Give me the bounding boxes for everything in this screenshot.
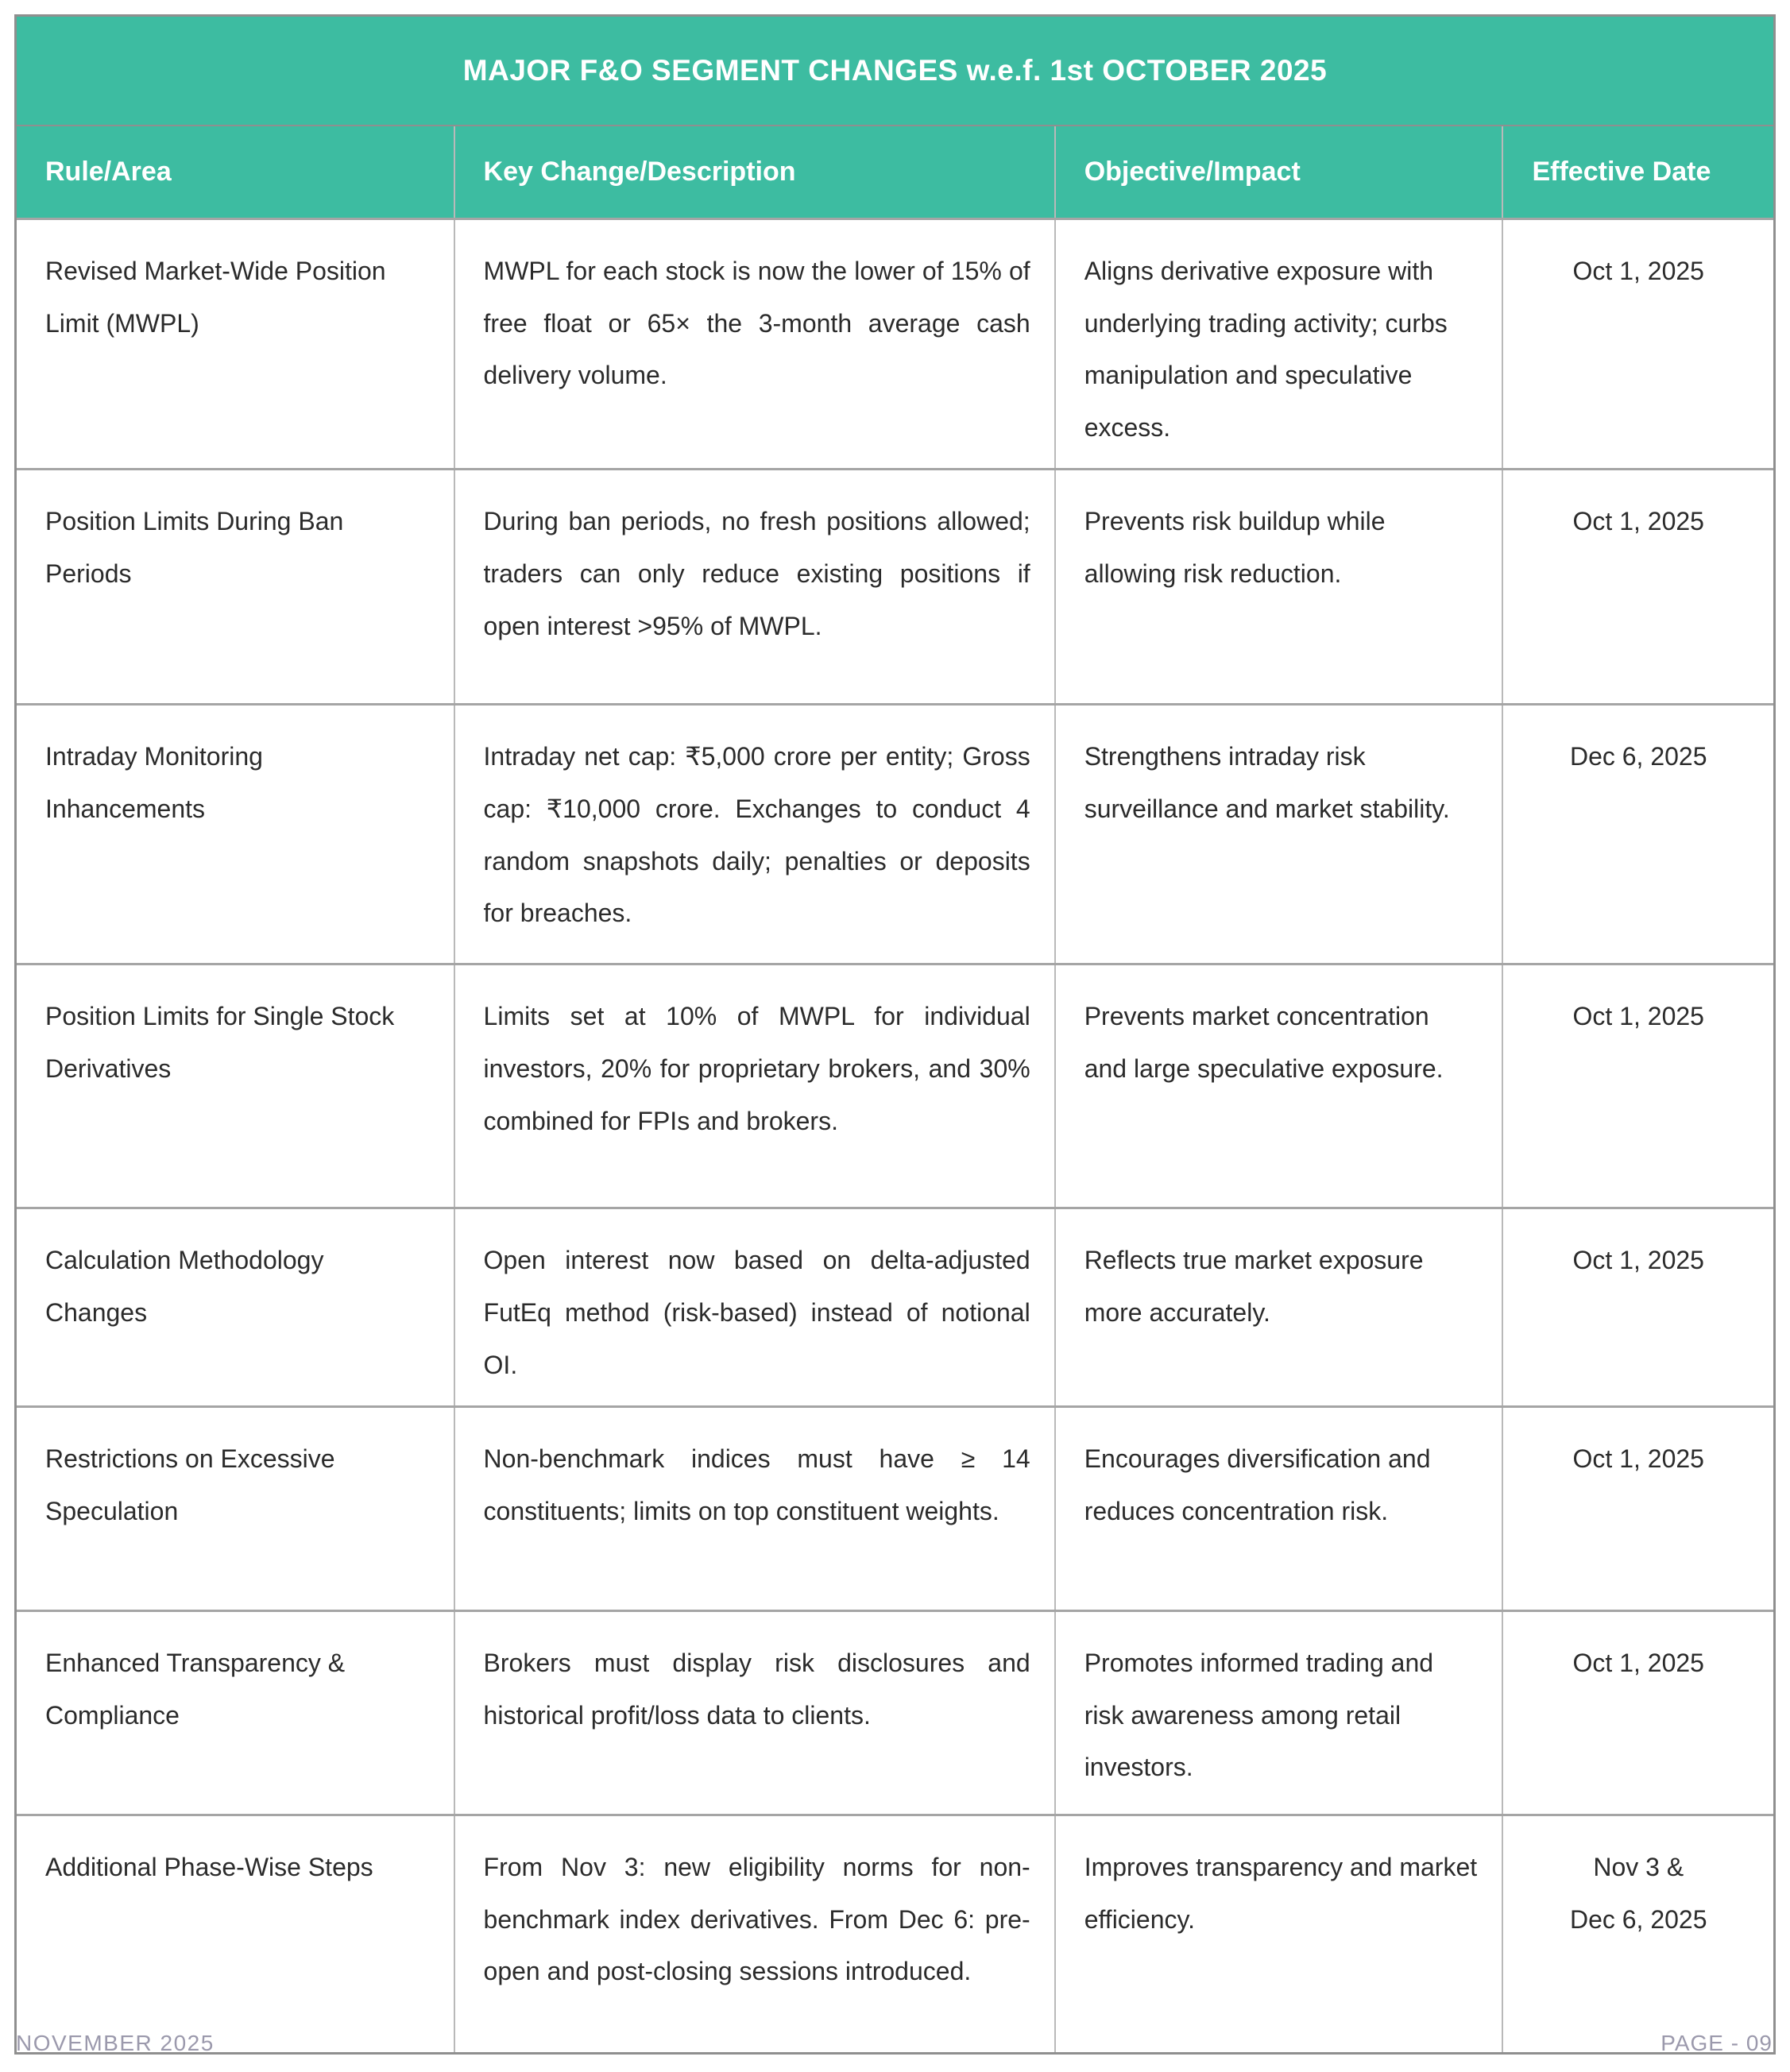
table-row: Calculation Methodology Changes Open int… — [17, 1207, 1773, 1407]
footer-issue-month: NOVEMBER 2025 — [16, 2031, 215, 2055]
cell-date: Oct 1, 2025 — [1502, 1405, 1773, 1611]
header-row: Rule/Area Key Change/Description Objecti… — [17, 126, 1773, 219]
column-header-objective-impact: Objective/Impact — [1054, 126, 1503, 219]
cell-change: Non-benchmark indices must have ≥ 14 con… — [453, 1405, 1055, 1611]
table-row: Enhanced Transparency & Compliance Broke… — [17, 1610, 1773, 1815]
cell-rule: Restrictions on Excessive Speculation — [17, 1405, 454, 1611]
cell-date: Oct 1, 2025 — [1502, 1207, 1773, 1407]
cell-rule: Position Limits During Ban Periods — [17, 468, 454, 705]
cell-rule: Position Limits for Single Stock Derivat… — [17, 963, 454, 1208]
cell-date: Oct 1, 2025 — [1502, 217, 1773, 470]
cell-date: Oct 1, 2025 — [1502, 1610, 1773, 1815]
cell-change: MWPL for each stock is now the lower of … — [453, 217, 1055, 470]
cell-date: Oct 1, 2025 — [1502, 468, 1773, 705]
page-footer: NOVEMBER 2025 PAGE - 09 — [16, 2031, 1773, 2056]
table-row: Additional Phase-Wise Steps From Nov 3: … — [17, 1814, 1773, 2052]
table-row: Position Limits During Ban Periods Durin… — [17, 468, 1773, 705]
table-row: Position Limits for Single Stock Derivat… — [17, 963, 1773, 1208]
cell-impact: Strengthens intraday risk surveillance a… — [1054, 703, 1503, 964]
table-row: Restrictions on Excessive Speculation No… — [17, 1405, 1773, 1611]
column-header-rule-area: Rule/Area — [17, 126, 454, 219]
fo-segment-changes-table: MAJOR F&O SEGMENT CHANGES w.e.f. 1st OCT… — [14, 14, 1776, 2055]
cell-date: Nov 3 & Dec 6, 2025 — [1502, 1814, 1773, 2052]
column-header-effective-date: Effective Date — [1502, 126, 1773, 219]
cell-impact: Improves transparency and market efficie… — [1054, 1814, 1503, 2052]
cell-change: Brokers must display risk disclosures an… — [453, 1610, 1055, 1815]
cell-rule: Calculation Methodology Changes — [17, 1207, 454, 1407]
cell-date: Dec 6, 2025 — [1502, 703, 1773, 964]
cell-impact: Prevents market concentration and large … — [1054, 963, 1503, 1208]
cell-change: Limits set at 10% of MWPL for individual… — [453, 963, 1055, 1208]
cell-change: From Nov 3: new eligibility norms for no… — [453, 1814, 1055, 2052]
table-title: MAJOR F&O SEGMENT CHANGES w.e.f. 1st OCT… — [17, 17, 1773, 126]
column-header-key-change: Key Change/Description — [453, 126, 1055, 219]
footer-page-number: PAGE - 09 — [1660, 2031, 1773, 2055]
cell-change: Open interest now based on delta-adjuste… — [453, 1207, 1055, 1407]
table-row: Intraday Monitoring Inhancements Intrada… — [17, 703, 1773, 964]
cell-impact: Promotes informed trading and risk aware… — [1054, 1610, 1503, 1815]
cell-date: Oct 1, 2025 — [1502, 963, 1773, 1208]
table-row: Revised Market-Wide Position Limit (MWPL… — [17, 217, 1773, 470]
cell-change: Intraday net cap: ₹5,000 crore per entit… — [453, 703, 1055, 964]
cell-impact: Aligns derivative exposure with underlyi… — [1054, 217, 1503, 470]
cell-rule: Enhanced Transparency & Compliance — [17, 1610, 454, 1815]
cell-change: During ban periods, no fresh positions a… — [453, 468, 1055, 705]
cell-rule: Intraday Monitoring Inhancements — [17, 703, 454, 964]
cell-rule: Revised Market-Wide Position Limit (MWPL… — [17, 217, 454, 470]
cell-impact: Prevents risk buildup while allowing ris… — [1054, 468, 1503, 705]
rules-table: Rule/Area Key Change/Description Objecti… — [17, 126, 1773, 2052]
cell-impact: Encourages diversification and reduces c… — [1054, 1405, 1503, 1611]
cell-rule: Additional Phase-Wise Steps — [17, 1814, 454, 2052]
cell-impact: Reflects true market exposure more accur… — [1054, 1207, 1503, 1407]
